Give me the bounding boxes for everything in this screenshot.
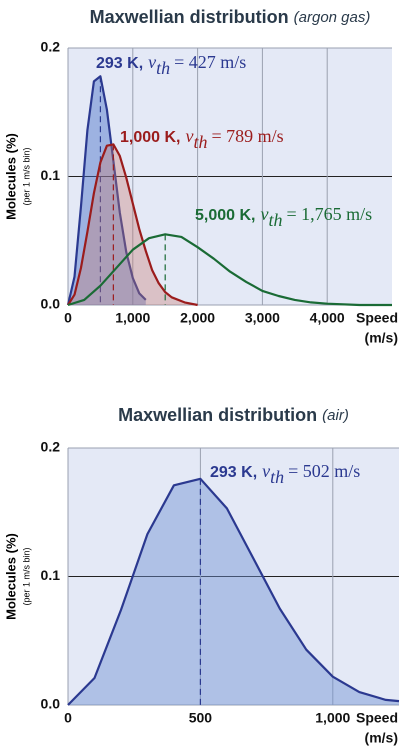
y-tick-label: 0.2	[41, 439, 61, 455]
y-tick-label: 0.1	[41, 567, 61, 583]
series-name: 293 K,	[210, 464, 257, 481]
y-axis-label: Molecules (%)	[3, 533, 18, 620]
vth-value: = 427 m/s	[174, 52, 246, 72]
title-main: Maxwellian distribution	[90, 7, 289, 27]
vth-subscript: th	[193, 132, 207, 152]
vth-subscript: th	[156, 58, 170, 78]
y-tick-label: 0.2	[41, 39, 61, 55]
vth-symbol: v	[262, 461, 270, 481]
y-tick-label: 0.0	[41, 296, 61, 312]
series-label: 293 K, vth = 502 m/s	[210, 461, 360, 487]
series-name: 1,000 K,	[120, 129, 180, 146]
series-name: 293 K,	[96, 55, 143, 72]
vth-symbol: v	[148, 52, 156, 72]
subplot: Maxwellian distribution (air) 0.0 0.1 0.2 0 50…	[3, 405, 400, 746]
series-label: 5,000 K, vth = 1,765 m/s	[195, 204, 372, 230]
chart-title: Maxwellian distribution (argon gas)	[90, 7, 371, 27]
y-tick-label: 0.1	[41, 167, 61, 183]
y-axis-sublabel: (per 1 m/s bin)	[21, 147, 31, 205]
series-line	[66, 75, 147, 306]
title-sub: (air)	[322, 407, 349, 424]
x-tick-label: 0	[64, 710, 72, 726]
x-axis-label: Speed	[356, 310, 398, 326]
area-fill	[68, 144, 198, 305]
vth-symbol: v	[185, 126, 193, 146]
x-tick-label: 1,000	[315, 710, 350, 726]
vth-value: = 1,765 m/s	[287, 204, 373, 224]
chart-title: Maxwellian distribution (air)	[118, 405, 349, 425]
x-tick-label: 0	[64, 310, 72, 326]
vth-subscript: th	[270, 467, 284, 487]
subplot: Maxwellian distribution (argon gas) 0.0 0.1…	[3, 7, 398, 346]
y-axis-label: Molecules (%)	[3, 133, 18, 220]
x-tick-label: 3,000	[245, 310, 280, 326]
series-label: 1,000 K, vth = 789 m/s	[120, 126, 284, 152]
x-tick-label: 1,000	[115, 310, 150, 326]
vth-value: = 789 m/s	[212, 126, 284, 146]
y-axis-sublabel: (per 1 m/s bin)	[21, 547, 31, 605]
x-tick-label: 2,000	[180, 310, 215, 326]
x-axis-sublabel: (m/s)	[365, 730, 398, 746]
series-label: 293 K, vth = 427 m/s	[96, 52, 246, 78]
vth-symbol: v	[260, 204, 268, 224]
y-tick-label: 0.0	[41, 696, 61, 712]
series-line	[67, 143, 198, 307]
area-fill	[68, 478, 399, 705]
title-sub: (argon gas)	[294, 9, 371, 26]
x-axis-label: Speed	[356, 710, 398, 726]
series-line	[67, 477, 400, 706]
x-tick-label: 4,000	[310, 310, 345, 326]
series-name: 5,000 K,	[195, 207, 255, 224]
series-line	[67, 233, 392, 307]
x-axis-sublabel: (m/s)	[365, 330, 398, 346]
x-tick-label: 500	[189, 710, 213, 726]
vth-subscript: th	[268, 210, 282, 230]
vth-value: = 502 m/s	[288, 461, 360, 481]
title-main: Maxwellian distribution	[118, 405, 317, 425]
